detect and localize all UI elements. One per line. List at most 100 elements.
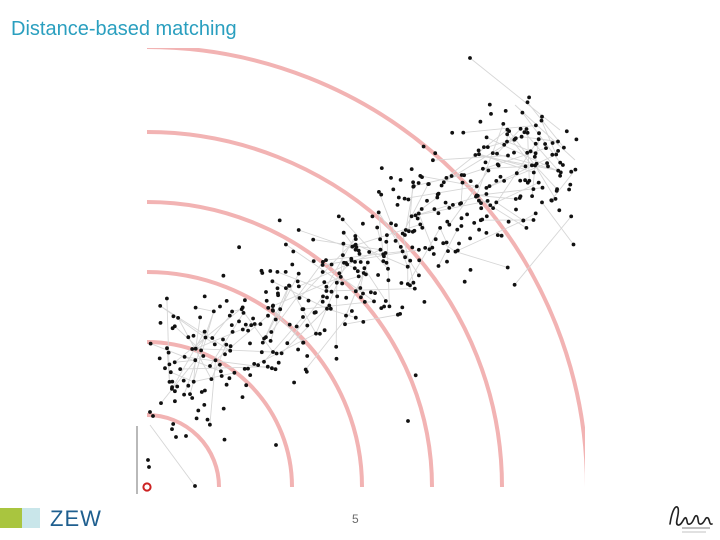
data-point	[474, 184, 479, 189]
data-point	[184, 434, 188, 438]
data-point	[178, 367, 183, 371]
data-point	[389, 176, 393, 180]
matching-edge	[439, 227, 448, 243]
data-point	[484, 214, 489, 219]
data-point	[218, 304, 222, 309]
data-point	[269, 330, 274, 334]
data-point	[465, 212, 469, 217]
data-point	[265, 364, 270, 369]
matching-edge	[378, 212, 420, 276]
data-point	[202, 329, 207, 334]
data-point	[550, 141, 555, 145]
data-point	[186, 383, 191, 388]
data-point	[262, 359, 266, 364]
data-point	[478, 218, 483, 223]
data-point	[259, 350, 264, 355]
data-point	[224, 299, 229, 303]
data-point	[431, 158, 435, 163]
matching-edge	[476, 123, 504, 196]
matching-edge	[482, 165, 526, 170]
data-point	[193, 484, 197, 488]
data-point	[468, 268, 473, 272]
data-point	[522, 130, 527, 135]
data-point	[295, 279, 300, 284]
data-point	[546, 164, 550, 169]
data-point	[324, 284, 329, 289]
data-point	[398, 312, 402, 316]
data-point	[320, 299, 325, 304]
matching-edge	[326, 235, 356, 288]
data-point	[395, 203, 400, 207]
data-point	[353, 315, 358, 320]
data-point	[357, 252, 362, 256]
data-point	[287, 283, 291, 288]
data-point	[353, 260, 357, 264]
data-point	[341, 241, 346, 246]
data-point	[518, 178, 523, 183]
data-point	[284, 286, 288, 290]
data-point	[191, 333, 196, 338]
data-point	[290, 262, 295, 267]
data-point	[409, 167, 414, 172]
data-point	[230, 330, 235, 334]
data-point	[478, 119, 483, 124]
data-point	[417, 247, 421, 252]
data-point	[181, 378, 186, 383]
data-point	[208, 364, 212, 368]
matching-edge	[550, 169, 576, 201]
data-point	[367, 250, 372, 254]
data-point	[408, 258, 413, 263]
data-point	[199, 390, 204, 394]
data-point	[271, 308, 275, 313]
data-point	[163, 366, 167, 371]
matching-edge	[448, 170, 489, 225]
data-point	[343, 322, 347, 327]
data-point	[519, 134, 524, 139]
data-point	[486, 168, 491, 173]
data-point	[568, 182, 573, 187]
data-point	[294, 324, 299, 329]
data-point	[405, 264, 410, 269]
data-point	[336, 214, 341, 219]
data-point	[405, 282, 410, 286]
data-point	[426, 182, 431, 186]
distance-ring	[146, 413, 221, 488]
data-point	[222, 437, 227, 442]
data-point	[506, 219, 511, 224]
data-point	[268, 269, 273, 273]
data-point	[296, 347, 300, 352]
data-point	[296, 228, 301, 232]
matching-edge	[463, 124, 536, 134]
data-point	[230, 309, 235, 314]
data-point	[512, 150, 516, 155]
data-point	[365, 260, 370, 265]
data-point	[228, 344, 233, 349]
data-point	[479, 206, 484, 211]
data-point	[502, 179, 506, 183]
data-point	[403, 233, 407, 237]
data-point	[433, 237, 438, 242]
data-point	[223, 352, 227, 357]
data-point	[525, 150, 530, 155]
data-point	[523, 178, 527, 183]
data-point	[556, 149, 560, 153]
data-point	[292, 380, 296, 385]
data-point	[533, 141, 538, 146]
data-point	[362, 300, 367, 304]
data-point	[151, 414, 155, 418]
data-point	[274, 443, 278, 447]
data-point	[562, 145, 566, 150]
data-point	[260, 271, 265, 275]
data-point	[240, 327, 245, 332]
data-point	[252, 322, 257, 326]
data-point	[362, 266, 367, 271]
data-point	[208, 422, 212, 427]
data-point	[451, 203, 455, 207]
data-point	[373, 291, 377, 295]
data-point	[338, 275, 343, 279]
data-point	[411, 184, 416, 189]
data-point	[385, 233, 389, 238]
data-point	[450, 130, 455, 135]
data-point	[411, 180, 415, 185]
data-point	[530, 194, 534, 199]
